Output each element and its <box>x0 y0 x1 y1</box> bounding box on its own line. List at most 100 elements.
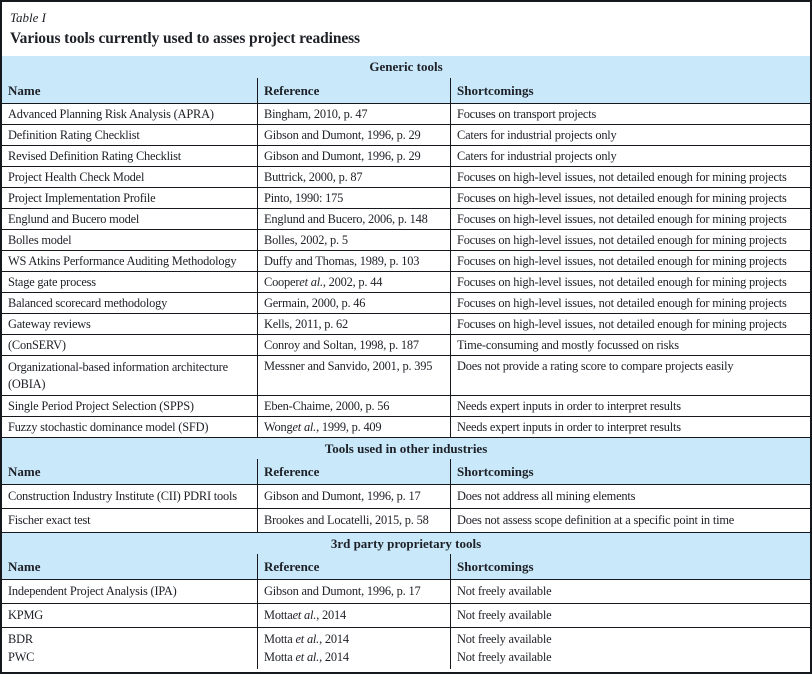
column-header-reference: Reference <box>257 554 450 579</box>
shortcomings-cell: Focuses on high-level issues, not detail… <box>450 314 810 334</box>
reference-cell: Gibson and Dumont, 1996, p. 29 <box>257 146 450 166</box>
table-row: Stage gate process Cooper et al., 2002, … <box>2 271 810 292</box>
name-cell: Independent Project Analysis (IPA) <box>8 584 177 598</box>
table-row-group: BDR PWC Motta et al., 2014 Motta et al.,… <box>2 627 810 669</box>
reference-italic: et al. <box>295 650 320 665</box>
name-cell: Single Period Project Selection (SPPS) <box>8 398 194 413</box>
shortcomings-cell: Focuses on high-level issues, not detail… <box>450 209 810 229</box>
reference-text: Messner and Sanvido, 2001, p. 395 <box>264 359 433 373</box>
name-cell: Englund and Bucero model <box>8 211 140 226</box>
reference-cell: Buttrick, 2000, p. 87 <box>257 167 450 187</box>
shortcomings-cell: Focuses on high-level issues, not detail… <box>450 188 810 208</box>
shortcomings-cell: Focuses on high-level issues, not detail… <box>450 230 810 250</box>
shortcomings-cell: Not freely available Not freely availabl… <box>450 628 810 669</box>
reference-text: Gibson and Dumont, 1996, p. 29 <box>264 148 421 163</box>
reference-text: Conroy and Soltan, 1998, p. 187 <box>264 337 419 352</box>
reference-cell: Motta et al., 2014 <box>257 604 450 627</box>
column-header-row: Name Reference Shortcomings <box>2 459 810 484</box>
table-row: Single Period Project Selection (SPPS) E… <box>2 395 810 416</box>
reference-cell: Pinto, 1990: 175 <box>257 188 450 208</box>
table-row: Revised Definition Rating Checklist Gibs… <box>2 145 810 166</box>
reference-text: , 2014 <box>319 650 349 665</box>
shortcomings-cell: Time-consuming and mostly focussed on ri… <box>450 335 810 355</box>
column-header-name: Name <box>8 82 41 98</box>
column-header-name: Name <box>8 463 41 479</box>
shortcomings-cell: Caters for industrial projects only <box>450 146 810 166</box>
column-header-shortcomings: Shortcomings <box>450 554 810 579</box>
table-row: Bolles model Bolles, 2002, p. 5 Focuses … <box>2 229 810 250</box>
shortcomings-cell: Needs expert inputs in order to interpre… <box>450 396 810 416</box>
reference-cell: Wong et al., 1999, p. 409 <box>257 417 450 437</box>
shortcomings-cell: Does not assess scope definition at a sp… <box>450 509 810 532</box>
name-cell: KPMG <box>8 608 44 622</box>
reference-text: Buttrick, 2000, p. 87 <box>264 169 363 184</box>
table-row: KPMG Motta et al., 2014 Not freely avail… <box>2 603 810 627</box>
reference-text: Kells, 2011, p. 62 <box>264 316 349 331</box>
shortcomings-cell: Not freely available <box>450 604 810 627</box>
reference-italic: et al. <box>292 608 317 622</box>
name-cell: BDR PWC <box>2 628 257 669</box>
reference-line: Motta et al., 2014 <box>264 632 446 647</box>
reference-italic: et al. <box>292 419 317 434</box>
table-label: Table I <box>10 10 46 25</box>
reference-cell: Bingham, 2010, p. 47 <box>257 104 450 124</box>
shortcomings-cell: Needs expert inputs in order to interpre… <box>450 417 810 437</box>
reference-italic: et al. <box>299 274 323 289</box>
reference-cell: Gibson and Dumont, 1996, p. 17 <box>257 580 450 603</box>
column-header-row: Name Reference Shortcomings <box>2 78 810 103</box>
reference-line: Motta et al., 2014 <box>264 650 446 665</box>
reference-cell: Conroy and Soltan, 1998, p. 187 <box>257 335 450 355</box>
name-cell: Definition Rating Checklist <box>8 127 140 142</box>
column-header-shortcomings: Shortcomings <box>450 459 810 484</box>
table-row: Advanced Planning Risk Analysis (APRA) B… <box>2 103 810 124</box>
name-cell: Construction Industry Institute (CII) PD… <box>8 489 237 503</box>
shortcomings-line: Not freely available <box>457 631 552 646</box>
reference-cell: Messner and Sanvido, 2001, p. 395 <box>257 356 450 395</box>
table-row: Project Implementation Profile Pinto, 19… <box>2 187 810 208</box>
reference-text: , 2002, p. 44 <box>322 274 383 289</box>
name-cell: WS Atkins Performance Auditing Methodolo… <box>8 253 237 268</box>
name-cell: Fuzzy stochastic dominance model (SFD) <box>8 419 209 434</box>
reference-text: Gibson and Dumont, 1996, p. 29 <box>264 127 421 142</box>
section-header-other-industries: Tools used in other industries <box>2 437 810 459</box>
table-row: Gateway reviews Kells, 2011, p. 62 Focus… <box>2 313 810 334</box>
reference-text: Motta <box>264 608 293 622</box>
column-header-reference: Reference <box>257 459 450 484</box>
name-cell: (ConSERV) <box>8 337 66 352</box>
shortcomings-cell: Focuses on high-level issues, not detail… <box>450 167 810 187</box>
shortcomings-cell: Does not provide a rating score to compa… <box>450 356 810 395</box>
column-header-name: Name <box>8 558 41 574</box>
reference-text: Motta <box>264 631 296 646</box>
shortcomings-cell: Focuses on high-level issues, not detail… <box>450 293 810 313</box>
table-row: Balanced scorecard methodology Germain, … <box>2 292 810 313</box>
title-block: Table I Various tools currently used to … <box>2 2 810 56</box>
table-row: Definition Rating Checklist Gibson and D… <box>2 124 810 145</box>
table-row: Independent Project Analysis (IPA) Gibso… <box>2 579 810 603</box>
reference-text: Motta <box>264 650 296 665</box>
name-line: BDR <box>8 631 33 646</box>
reference-text: Brookes and Locatelli, 2015, p. 58 <box>264 513 429 527</box>
name-cell: Project Implementation Profile <box>8 190 156 205</box>
table-row: Construction Industry Institute (CII) PD… <box>2 484 810 508</box>
reference-cell: Eben-Chaime, 2000, p. 56 <box>257 396 450 416</box>
column-header-reference: Reference <box>257 78 450 103</box>
name-cell: Bolles model <box>8 232 72 247</box>
reference-text: , 2014 <box>319 631 349 646</box>
column-header-shortcomings: Shortcomings <box>450 78 810 103</box>
name-cell: Project Health Check Model <box>8 169 145 184</box>
reference-text: Bolles, 2002, p. 5 <box>264 232 348 247</box>
shortcomings-cell: Focuses on high-level issues, not detail… <box>450 251 810 271</box>
reference-text: Germain, 2000, p. 46 <box>264 295 366 310</box>
reference-text: Duffy and Thomas, 1989, p. 103 <box>264 253 420 268</box>
name-cell: Balanced scorecard methodology <box>8 295 168 310</box>
table-row: Project Health Check Model Buttrick, 200… <box>2 166 810 187</box>
shortcomings-cell: Does not address all mining elements <box>450 485 810 508</box>
reference-cell: Bolles, 2002, p. 5 <box>257 230 450 250</box>
name-cell: Fischer exact test <box>8 513 91 527</box>
reference-cell: Motta et al., 2014 Motta et al., 2014 <box>257 628 450 669</box>
reference-cell: Gibson and Dumont, 1996, p. 29 <box>257 125 450 145</box>
shortcomings-line: Not freely available <box>457 650 552 665</box>
name-line: PWC <box>8 650 35 665</box>
shortcomings-cell: Not freely available <box>450 580 810 603</box>
